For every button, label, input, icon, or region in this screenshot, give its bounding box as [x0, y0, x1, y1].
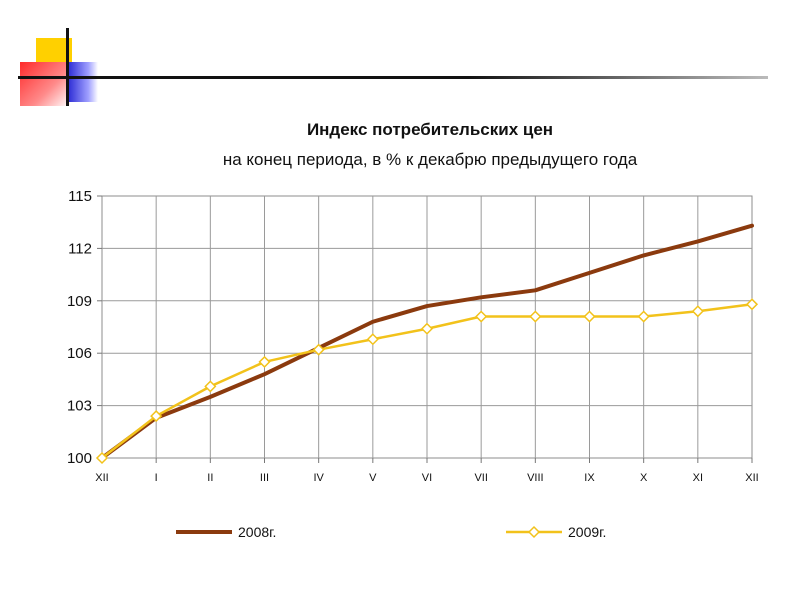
logo-red-square — [20, 62, 70, 106]
y-tick-label: 115 — [68, 188, 92, 205]
x-tick-label: XI — [693, 472, 703, 484]
logo-blue-square — [66, 62, 98, 102]
data-point-marker — [258, 355, 271, 368]
y-tick-label: 103 — [67, 398, 92, 415]
data-point-marker — [691, 305, 704, 318]
x-tick-label: I — [155, 472, 158, 484]
x-tick-label: VIII — [527, 472, 544, 484]
header-divider-line — [18, 76, 768, 79]
chart-title: Индекс потребительских цен — [306, 120, 554, 139]
data-point-marker — [583, 310, 596, 323]
y-tick-label: 100 — [67, 450, 92, 467]
data-point-marker — [204, 380, 217, 393]
x-tick-label: X — [640, 472, 648, 484]
chart-subtitle: на конец периода, в % к декабрю предыдущ… — [222, 150, 638, 169]
data-point-marker — [420, 322, 434, 335]
data-point-marker — [745, 298, 759, 311]
data-point-marker — [366, 333, 379, 346]
x-tick-label: VI — [422, 472, 432, 484]
slide-logo — [0, 0, 800, 120]
x-tick-label: XII — [745, 472, 758, 484]
legend-marker — [527, 525, 541, 539]
y-tick-label: 112 — [68, 240, 92, 257]
x-tick-label: IX — [584, 472, 595, 484]
y-tick-label: 109 — [67, 293, 92, 310]
x-tick-label: XII — [95, 472, 108, 484]
x-tick-label: IV — [313, 472, 324, 484]
data-point-marker — [95, 451, 109, 465]
data-point-marker — [475, 310, 488, 323]
x-tick-label: III — [260, 472, 269, 484]
data-point-marker — [312, 343, 325, 356]
data-point-marker — [529, 310, 542, 323]
data-point-marker — [637, 310, 650, 323]
legend-label: 2008г. — [238, 524, 276, 540]
data-point-marker — [150, 410, 163, 423]
x-tick-label: V — [369, 472, 377, 484]
x-tick-label: II — [207, 472, 213, 484]
y-tick-label: 106 — [67, 345, 92, 362]
x-tick-label: VII — [474, 472, 487, 484]
series-line-2008 — [100, 223, 754, 460]
legend-label: 2009г. — [568, 524, 606, 540]
logo-vertical-line — [66, 28, 69, 106]
